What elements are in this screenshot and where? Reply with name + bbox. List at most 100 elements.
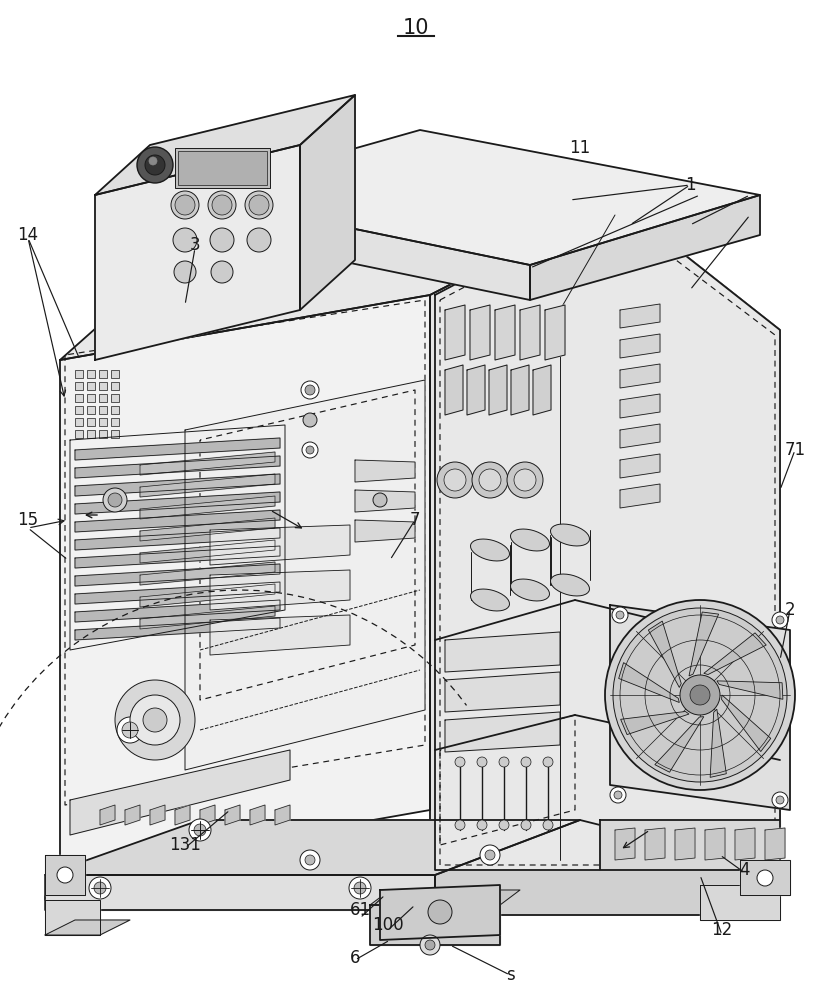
Circle shape [477,820,487,830]
Text: 1: 1 [685,176,696,194]
Circle shape [57,867,73,883]
Polygon shape [140,496,275,519]
Polygon shape [275,805,290,825]
Bar [111,430,119,438]
Circle shape [137,147,173,183]
Polygon shape [140,540,275,563]
Polygon shape [75,600,280,622]
Polygon shape [250,805,265,825]
Circle shape [249,195,269,215]
Circle shape [543,757,553,767]
Circle shape [301,381,319,399]
Polygon shape [190,130,760,265]
Polygon shape [620,484,660,508]
Circle shape [690,685,710,705]
Circle shape [521,757,531,767]
Polygon shape [175,805,190,825]
Bar [75,418,83,426]
Circle shape [477,757,487,767]
Circle shape [94,882,106,894]
Text: 7: 7 [410,511,421,529]
Circle shape [175,195,195,215]
Circle shape [103,488,127,512]
Circle shape [455,820,465,830]
Polygon shape [445,305,465,360]
Polygon shape [75,564,280,586]
Polygon shape [740,860,790,895]
Polygon shape [620,364,660,388]
Polygon shape [520,305,540,360]
Circle shape [173,228,197,252]
Circle shape [130,695,180,745]
Text: 71: 71 [785,441,806,459]
Polygon shape [140,562,275,585]
Polygon shape [185,380,425,770]
Polygon shape [370,905,500,945]
Circle shape [171,191,199,219]
Polygon shape [95,145,300,360]
Circle shape [616,611,624,619]
Polygon shape [45,855,85,895]
Polygon shape [610,605,790,810]
Text: 15: 15 [17,511,38,529]
Circle shape [757,870,773,886]
Polygon shape [430,200,780,880]
Polygon shape [150,805,165,825]
Polygon shape [75,546,280,568]
Polygon shape [735,828,755,860]
Circle shape [772,612,788,628]
Bar [75,406,83,414]
Text: s: s [506,966,514,984]
Polygon shape [721,695,771,752]
Polygon shape [45,900,100,935]
Polygon shape [467,365,485,415]
Text: 3: 3 [190,236,200,254]
Circle shape [210,228,234,252]
Bar [111,406,119,414]
Bar [99,370,107,378]
Circle shape [89,877,111,899]
Circle shape [425,940,435,950]
Polygon shape [370,890,520,905]
Circle shape [428,900,452,924]
Polygon shape [75,456,280,478]
Circle shape [149,157,157,165]
Circle shape [306,446,314,454]
Polygon shape [380,885,500,940]
Circle shape [776,616,784,624]
Circle shape [521,820,531,830]
Polygon shape [621,711,689,735]
Polygon shape [705,828,725,860]
Bar [75,430,83,438]
Polygon shape [765,828,785,860]
Circle shape [245,191,273,219]
Circle shape [543,820,553,830]
Polygon shape [70,750,290,835]
Bar [75,394,83,402]
Circle shape [610,787,626,803]
Text: 10: 10 [402,18,429,38]
Circle shape [485,850,495,860]
Polygon shape [445,712,560,752]
Circle shape [300,850,320,870]
Ellipse shape [471,539,510,561]
Circle shape [194,824,206,836]
Circle shape [349,877,371,899]
Circle shape [302,442,318,458]
Polygon shape [75,438,280,460]
Bar [87,394,95,402]
Circle shape [772,792,788,808]
Polygon shape [619,663,680,703]
Polygon shape [445,672,560,712]
Polygon shape [545,305,565,360]
Ellipse shape [551,574,590,596]
Bar [99,394,107,402]
Polygon shape [435,820,780,915]
Polygon shape [355,490,415,512]
Bar [111,418,119,426]
Polygon shape [210,615,350,655]
Text: 6: 6 [350,949,360,967]
Circle shape [305,855,315,865]
Polygon shape [445,365,463,415]
Polygon shape [140,474,275,497]
